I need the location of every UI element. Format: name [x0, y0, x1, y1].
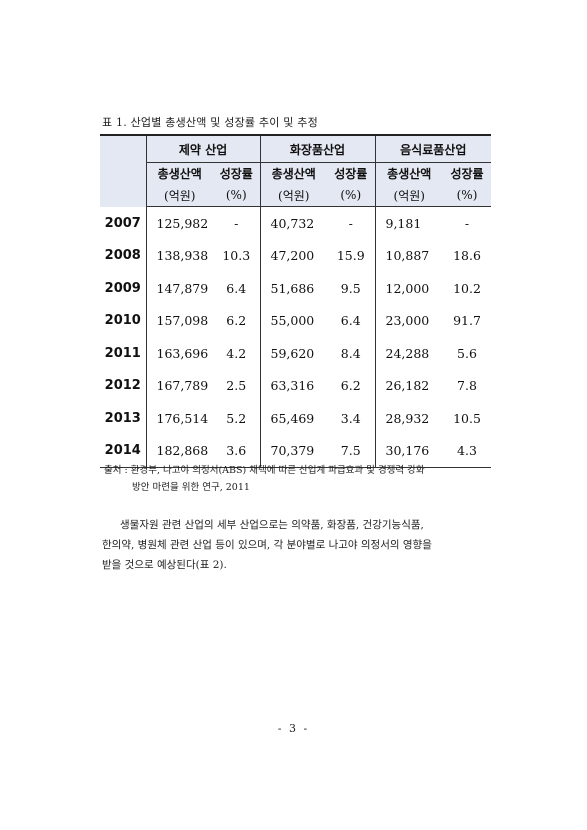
- food-growth-cell: 5.6: [457, 345, 477, 361]
- cosmetics-production-cell: 55,000: [259, 304, 327, 337]
- food-growth-cell: 10.2: [453, 280, 481, 296]
- pharma-production-cell: 138,938: [145, 239, 213, 272]
- food-production-cell: 28,932: [374, 402, 443, 435]
- table-row: 2010 157,098 6.2 55,000 6.4 23,000 91.7: [100, 304, 491, 337]
- subheader-growth-unit: (%): [213, 184, 260, 207]
- food-growth-cell: 10.5: [453, 410, 481, 426]
- table-source-note: 출처 : 환경부, 나고야 의정서(ABS) 채택에 따른 산업계 파급효과 및…: [104, 462, 504, 496]
- industry-table-container: 제약 산업 화장품산업 음식료품산업 총생산액 성장률 총생산액 성장률 총생산…: [100, 134, 491, 468]
- table-row: 2007 125,982 - 40,732 - 9,181 -: [100, 206, 491, 240]
- subheader-growth: 성장률: [327, 162, 375, 184]
- pharma-production-cell: 167,789: [145, 369, 213, 402]
- year-cell: 2012: [100, 369, 147, 402]
- subheader-production: 총생산액: [374, 162, 443, 184]
- pharma-production-cell: 176,514: [145, 402, 213, 435]
- subheader-growth-unit: (%): [443, 184, 491, 207]
- subheader-production: 총생산액: [145, 162, 213, 184]
- cosmetics-growth-cell: 3.4: [340, 410, 361, 426]
- pharma-production-cell: 125,982: [145, 206, 213, 240]
- food-production-cell: 10,887: [374, 239, 443, 272]
- cosmetics-growth-cell: 8.4: [340, 345, 361, 361]
- group-header-pharma: 제약 산업: [145, 134, 260, 163]
- pharma-growth-cell: -: [234, 215, 239, 231]
- subheader-production-unit: (억원): [259, 184, 327, 207]
- cosmetics-production-cell: 40,732: [259, 206, 327, 240]
- cosmetics-growth-cell: 7.5: [327, 434, 375, 468]
- food-growth-cell: 18.6: [453, 248, 481, 264]
- subheader-production: 총생산액: [259, 162, 327, 184]
- food-production-cell: 30,176: [374, 434, 443, 468]
- pharma-growth-cell: 2.5: [226, 378, 247, 394]
- pharma-growth-cell: 4.2: [226, 345, 247, 361]
- food-production-cell: 9,181: [374, 206, 443, 240]
- cosmetics-growth-cell: 6.4: [340, 313, 361, 329]
- year-cell: 2010: [100, 304, 147, 337]
- body-paragraph: 생물자원 관련 산업의 세부 산업으로는 의약품, 화장품, 건강기능식품, 한…: [102, 515, 494, 575]
- year-cell: 2009: [100, 272, 147, 305]
- year-cell: 2014: [100, 434, 147, 468]
- pharma-production-cell: 157,098: [145, 304, 213, 337]
- source-line-1: 출처 : 환경부, 나고야 의정서(ABS) 채택에 따른 산업계 파급효과 및…: [104, 465, 425, 476]
- subheader-growth-unit: (%): [327, 184, 375, 207]
- table-row: 2014 182,868 3.6 70,379 7.5 30,176 4.3: [100, 434, 491, 468]
- table-row: 2012 167,789 2.5 63,316 6.2 26,182 7.8: [100, 369, 491, 402]
- pharma-production-cell: 182,868: [145, 434, 213, 468]
- cosmetics-production-cell: 70,379: [259, 434, 327, 468]
- food-growth-cell: 7.8: [457, 378, 477, 394]
- food-production-cell: 24,288: [374, 337, 443, 370]
- pharma-production-cell: 163,696: [145, 337, 213, 370]
- cosmetics-production-cell: 59,620: [259, 337, 327, 370]
- cosmetics-production-cell: 65,469: [259, 402, 327, 435]
- cosmetics-production-cell: 47,200: [259, 239, 327, 272]
- table-row: 2013 176,514 5.2 65,469 3.4 28,932 10.5: [100, 402, 491, 435]
- subheader-production-unit: (억원): [374, 184, 443, 207]
- cosmetics-growth-cell: -: [348, 215, 353, 231]
- group-header-cosmetics: 화장품산업: [259, 134, 375, 163]
- food-production-cell: 12,000: [374, 272, 443, 305]
- food-growth-cell: -: [464, 215, 470, 231]
- table-corner-cell: [100, 134, 146, 207]
- pharma-production-cell: 147,879: [145, 272, 213, 305]
- industry-production-table: 제약 산업 화장품산업 음식료품산업 총생산액 성장률 총생산액 성장률 총생산…: [100, 134, 491, 468]
- pharma-growth-cell: 6.2: [226, 313, 247, 329]
- year-cell: 2008: [100, 239, 147, 272]
- subheader-production-unit: (억원): [145, 184, 213, 207]
- pharma-growth-cell: 10.3: [222, 248, 251, 264]
- table-row: 2008 138,938 10.3 47,200 15.9 10,887 18.…: [100, 239, 491, 272]
- table-row: 2011 163,696 4.2 59,620 8.4 24,288 5.6: [100, 337, 491, 370]
- table-caption: 표 1. 산업별 총생산액 및 성장률 추이 및 추정: [102, 116, 318, 129]
- table-row: 2009 147,879 6.4 51,686 9.5 12,000 10.2: [100, 272, 491, 305]
- cosmetics-growth-cell: 15.9: [336, 248, 365, 264]
- food-production-cell: 23,000: [374, 304, 443, 337]
- source-line-2: 방안 마련을 위한 연구, 2011: [132, 482, 250, 493]
- food-growth-cell: 91.7: [453, 313, 481, 329]
- food-production-cell: 26,182: [374, 369, 443, 402]
- cosmetics-production-cell: 51,686: [259, 272, 327, 305]
- paragraph-line-1: 생물자원 관련 산업의 세부 산업으로는 의약품, 화장품, 건강기능식품,: [120, 519, 424, 531]
- pharma-growth-cell: 6.4: [226, 280, 247, 296]
- subheader-growth: 성장률: [213, 162, 260, 184]
- group-header-food: 음식료품산업: [374, 134, 491, 163]
- cosmetics-growth-cell: 9.5: [340, 280, 361, 296]
- pharma-growth-cell: 5.2: [226, 410, 247, 426]
- pharma-growth-cell: 3.6: [213, 434, 260, 468]
- food-growth-cell: 4.3: [443, 434, 491, 468]
- cosmetics-growth-cell: 6.2: [340, 378, 361, 394]
- page-number: - 3 -: [277, 722, 310, 735]
- paragraph-line-3: 받을 것으로 예상된다(표 2).: [102, 559, 227, 571]
- paragraph-line-2: 한의약, 병원체 관련 산업 등이 있으며, 각 분야별로 나고야 의정서의 영…: [102, 539, 432, 551]
- subheader-growth: 성장률: [443, 162, 491, 184]
- year-cell: 2007: [100, 206, 147, 240]
- cosmetics-production-cell: 63,316: [259, 369, 327, 402]
- year-cell: 2011: [100, 337, 147, 370]
- year-cell: 2013: [100, 402, 147, 435]
